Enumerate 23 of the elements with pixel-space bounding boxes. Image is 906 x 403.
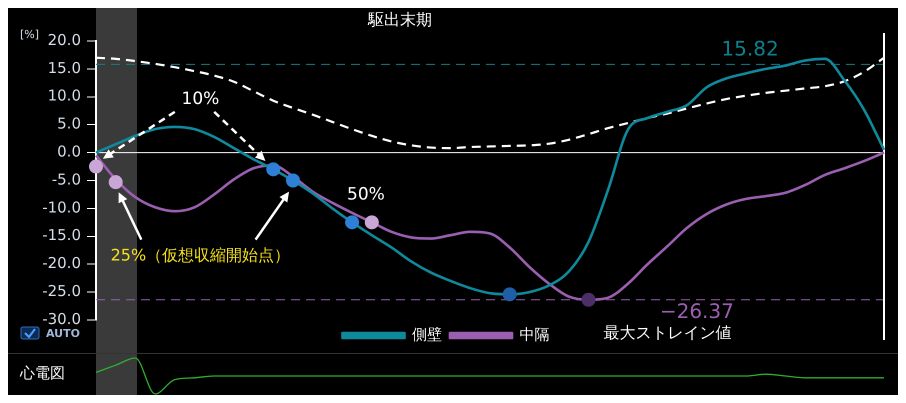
y-tick-label: -5.0 [52,170,81,188]
legend-label: 中隔 [520,325,550,344]
y-tick-label: -25.0 [42,282,81,300]
y-tick-label: 10.0 [48,86,81,105]
legend-label: 側壁 [412,325,442,344]
chart-title: 駆出末期 [368,10,432,31]
y-tick-label: 0.0 [57,142,81,160]
y-tick-label: 20.0 [48,30,81,49]
y-tick-label: -10.0 [42,198,81,216]
annotation: 25%（仮想収縮開始点） [110,246,290,265]
y-tick-label: 5.0 [57,114,81,133]
y-axis-title: 心電図 [20,364,65,383]
annotation: 10% [182,89,220,110]
y-tick-label: 15.0 [48,58,81,77]
y-tick-label: -20.0 [42,254,81,272]
annotation: 50% [346,184,385,204]
text: AUTO [46,326,80,340]
text: 最大ストレイン値 [603,323,732,342]
y-tick-label: -15.0 [42,226,81,244]
annotation: 15.82 [721,36,779,61]
y-axis-title: [%] [20,28,40,41]
annotation: −26.37 [660,298,734,323]
y-tick-label: -30.0 [42,310,81,328]
